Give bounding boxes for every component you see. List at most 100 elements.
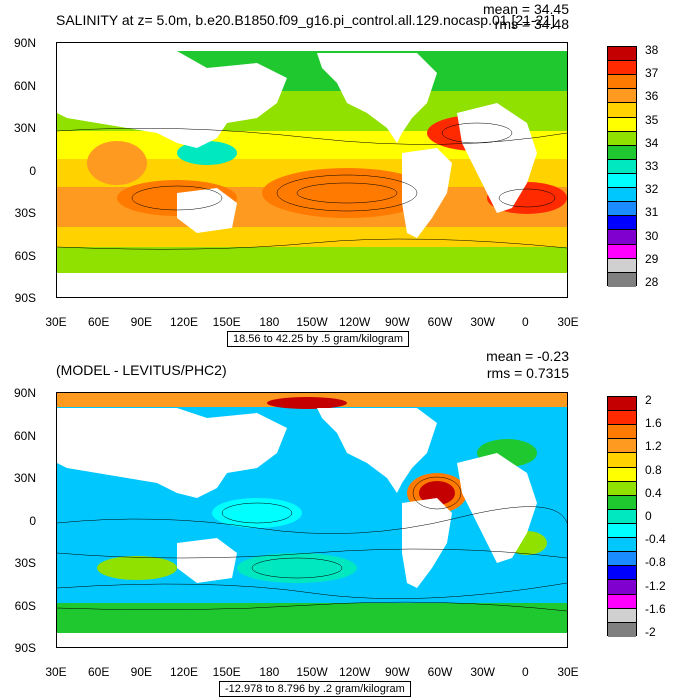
panel-1-colorbar-label: 32	[645, 182, 659, 197]
panel-2-lon-tick-10: 30W	[470, 665, 495, 679]
panel-1-colorbar-label: 28	[645, 275, 659, 289]
panel-2-lon-tick-7: 120W	[338, 665, 371, 679]
panel-1-mean: mean = 34.45	[482, 1, 569, 17]
panel-2-lon-tick-4: 150E	[212, 665, 241, 679]
panel-2-lon-tick-0: 30E	[45, 665, 67, 679]
panel-2-colorbar-label: -1.2	[645, 578, 666, 593]
panel-1-info-box: 18.56 to 42.25 by .5 gram/kilogram	[227, 331, 409, 347]
panel-1-colorbar-segment	[608, 131, 636, 146]
panel-2-lat-30n: 30N	[13, 471, 36, 485]
panel-1-lon-tick-0: 30E	[45, 315, 67, 329]
panel-2-colorbar-label: 0	[645, 509, 652, 523]
panel-1-colorbar-segment	[608, 258, 636, 273]
panel-2-lat-0: 0	[29, 514, 36, 528]
panel-1-colorbar-segment	[608, 202, 636, 217]
panel-1-lon-tick-8: 90W	[384, 315, 410, 329]
panel-2-colorbar-segment	[608, 538, 636, 553]
panel-1-colorbar-label: 31	[645, 205, 659, 220]
panel-1-lat-90s: 90S	[14, 291, 36, 305]
panel-2-colorbar-segment	[608, 509, 636, 524]
panel-2-colorbar-label: 2	[645, 393, 652, 407]
panel-1-lon-tick-1: 60E	[87, 315, 110, 329]
panel-1-lon-tick-12: 30E	[557, 315, 579, 329]
panel-1-colorbar-label: 37	[645, 66, 659, 81]
panel-1-colorbar-segment	[608, 61, 636, 76]
panel-1-colorbar-segment	[608, 89, 636, 104]
panel-1-lat-30s: 30S	[14, 206, 36, 220]
panel-1-lon-tick-2: 90E	[130, 315, 152, 329]
panel-2-colorbar-label: 1.2	[645, 439, 662, 454]
panel-1-lon-tick-6: 150W	[296, 315, 328, 329]
panel-2-lat-60n: 60N	[13, 429, 36, 443]
panel-2-colorbar	[607, 396, 637, 637]
panel-2-colorbar-segment	[608, 481, 636, 496]
panel-1-colorbar-label: 30	[645, 228, 659, 243]
panel-2-colorbar-label: 0.8	[645, 462, 662, 477]
panel-1-lon-tick-11: 0	[521, 315, 529, 329]
panel-1-colorbar-label: 29	[645, 251, 659, 266]
panel-2-lat-60s: 60S	[14, 599, 36, 613]
panel-1-colorbar-label: 33	[645, 159, 659, 173]
panel-2-colorbar-segment	[608, 495, 636, 510]
panel-2-colorbar-label: -2	[645, 625, 656, 639]
panel-2-rms: rms = 0.7315	[486, 365, 569, 381]
panel-1-colorbar-segment	[608, 244, 636, 259]
panel-2-info-box: -12.978 to 8.796 by .2 gram/kilogram	[219, 681, 411, 697]
panel-2-colorbar-label: -1.6	[645, 601, 666, 616]
salinity-map-plot	[57, 43, 567, 297]
panel-2-colorbar-label: -0.8	[645, 555, 666, 570]
panel-1-lat-60n: 60N	[13, 79, 36, 93]
panel-2-colorbar-label: -0.4	[645, 532, 666, 547]
panel-1-colorbar-segment	[608, 47, 636, 62]
panel-2-title: (MODEL - LEVITUS/PHC2)	[56, 362, 227, 378]
panel-2-lon-tick-6: 150W	[296, 665, 328, 679]
panel-1-lat-90n: 90N	[13, 36, 36, 50]
panel-1-colorbar-label: 36	[645, 89, 659, 104]
panel-2-colorbar-label: 0.4	[645, 485, 662, 500]
panel-1-colorbar-label: 38	[645, 43, 659, 57]
difference-map-plot	[57, 393, 567, 647]
panel-2-lon-tick-9: 60W	[427, 665, 453, 679]
panel-1-colorbar-segment	[608, 117, 636, 132]
panel-2-colorbar-segment	[608, 552, 636, 567]
panel-1-lat-60s: 60S	[14, 249, 36, 263]
panel-2-colorbar-segment	[608, 453, 636, 468]
panel-2-colorbar-segment	[608, 411, 636, 426]
panel-2-colorbar-segment	[608, 425, 636, 440]
panel-2-colorbar-segment	[608, 439, 636, 454]
panel-1-rms: rms = 34.48	[494, 16, 569, 32]
panel-1-lon-tick-5: 180	[259, 315, 280, 329]
panel-1-colorbar-segment	[608, 173, 636, 189]
panel-2-colorbar-segment	[608, 622, 636, 637]
panel-1-colorbar-label: 35	[645, 112, 659, 127]
panel-2-colorbar-segment	[608, 566, 636, 581]
panel-2-colorbar-segment	[608, 608, 636, 623]
panel-2-lon-tick-8: 90W	[384, 665, 410, 679]
panel-1-colorbar-segment	[608, 188, 636, 203]
panel-2-colorbar-segment	[608, 467, 636, 482]
panel-2-lat-90s: 90S	[14, 641, 36, 655]
panel-1-colorbar-segment	[608, 159, 636, 174]
panel-1-colorbar	[607, 46, 637, 287]
panel-1-colorbar-segment	[608, 145, 636, 160]
panel-1-lon-tick-7: 120W	[338, 315, 371, 329]
salinity-map	[56, 42, 568, 298]
difference-map	[56, 392, 568, 648]
panel-1-colorbar-segment	[608, 230, 636, 245]
panel-2-lon-tick-11: 0	[521, 665, 529, 679]
panel-2-colorbar-segment	[608, 397, 636, 412]
panel-2-lon-tick-12: 30E	[557, 665, 579, 679]
panel-1-colorbar-label: 34	[645, 135, 659, 150]
panel-2-lon-tick-1: 60E	[87, 665, 110, 679]
panel-2-colorbar-segment	[608, 523, 636, 539]
panel-2-lat-90n: 90N	[13, 386, 36, 400]
panel-2-mean: mean = -0.23	[486, 348, 569, 364]
panel-2-lon-tick-5: 180	[259, 665, 280, 679]
panel-1-colorbar-segment	[608, 103, 636, 118]
panel-2-lon-tick-3: 120E	[169, 665, 199, 679]
panel-1-lat-30n: 30N	[13, 121, 36, 135]
panel-1-title: SALINITY at z= 5.0m, b.e20.B1850.f09_g16…	[56, 12, 556, 28]
panel-1-lon-tick-10: 30W	[470, 315, 495, 329]
panel-2-colorbar-segment	[608, 594, 636, 609]
panel-1-lon-tick-9: 60W	[427, 315, 453, 329]
